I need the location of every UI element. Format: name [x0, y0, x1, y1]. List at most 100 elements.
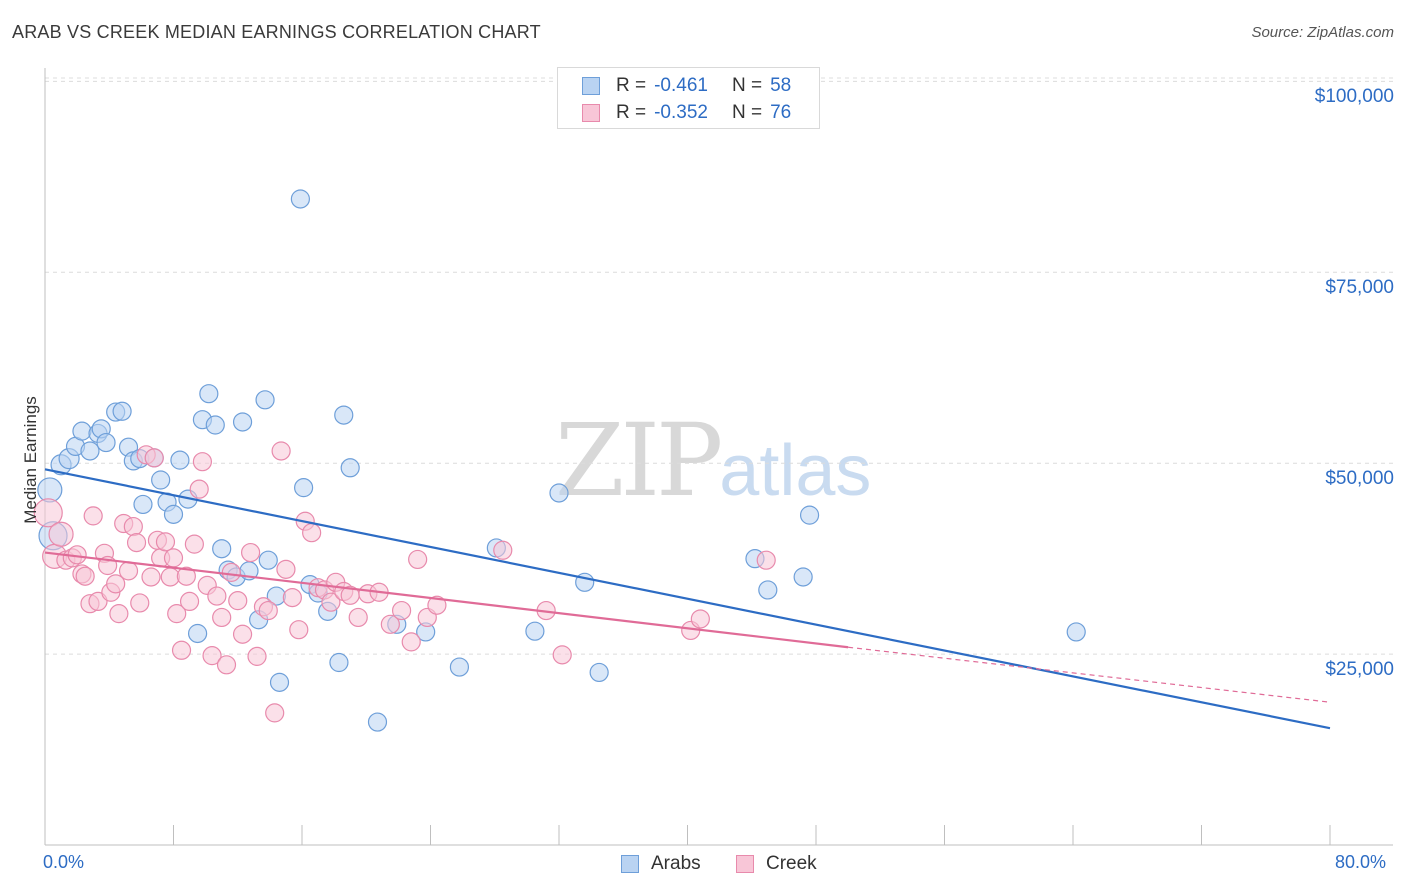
creek-point — [184, 534, 204, 554]
creek-point — [221, 562, 241, 582]
watermark-atlas: atlas — [719, 431, 872, 511]
legend-item-arabs: Arabs — [621, 852, 701, 876]
creek-trend-extension — [848, 646, 1331, 703]
creek-point — [123, 516, 143, 537]
stats-legend: R = -0.461 N = 58 R = -0.352 N = 76 — [557, 67, 820, 129]
creek-point — [241, 542, 261, 563]
creek-point — [401, 632, 421, 652]
creek-point — [126, 533, 147, 553]
creek-swatch — [582, 104, 600, 122]
creek-point — [83, 506, 103, 526]
creek-point — [216, 655, 237, 675]
arabs-point — [112, 401, 132, 421]
creek-point — [276, 559, 296, 579]
creek-point — [212, 607, 232, 628]
arabs-point — [449, 657, 470, 677]
arabs-point — [367, 712, 388, 732]
y-tick-label: $75,000 — [1325, 277, 1394, 298]
creek-legend-swatch — [736, 855, 754, 873]
y-tick-label: $50,000 — [1325, 468, 1394, 489]
creek-point — [167, 604, 187, 624]
creek-point — [118, 561, 139, 581]
creek-point — [302, 523, 322, 543]
stats-legend-row-creek: R = -0.352 N = 76 — [582, 101, 791, 125]
creek-point — [247, 646, 267, 666]
creek-point — [258, 600, 278, 621]
y-tick-label: $25,000 — [1325, 659, 1394, 680]
creek-point — [202, 646, 222, 666]
creek-point — [155, 532, 176, 552]
arabs-point — [255, 390, 275, 410]
creek-point — [179, 591, 200, 612]
arabs-point — [290, 189, 310, 209]
arabs-point — [163, 504, 184, 524]
arabs-trend-line — [44, 468, 1331, 730]
arabs-point — [170, 450, 190, 470]
arabs-point — [793, 567, 813, 587]
r-label: R = — [616, 75, 647, 96]
creek-point — [493, 540, 513, 560]
arabs-point — [525, 621, 545, 641]
legend-label-creek: Creek — [766, 853, 817, 874]
creek-point — [289, 620, 309, 640]
y-tick-label: $100,000 — [1314, 86, 1394, 107]
creek-point — [33, 498, 63, 528]
stats-legend-row-arabs: R = -0.461 N = 58 — [582, 74, 791, 98]
y-axis-label: Median Earnings — [21, 396, 40, 524]
arabs-point — [549, 483, 569, 503]
arabs-point — [96, 432, 116, 453]
r-value: -0.352 — [654, 102, 708, 123]
arabs-swatch — [582, 77, 600, 95]
creek-point — [391, 600, 412, 621]
creek-point — [232, 624, 253, 644]
arabs-point — [187, 623, 208, 644]
creek-point — [552, 645, 572, 665]
creek-point — [690, 609, 710, 629]
n-value: 76 — [770, 102, 792, 123]
creek-point — [408, 549, 428, 570]
r-value: -0.461 — [654, 75, 708, 96]
creek-point — [176, 566, 196, 586]
arabs-point — [589, 662, 609, 683]
arabs-point — [205, 415, 225, 435]
creek-point — [130, 593, 150, 613]
arabs-point — [758, 580, 778, 600]
arabs-point — [133, 494, 153, 515]
creek-point — [271, 441, 291, 461]
creek-point — [141, 567, 161, 587]
source-credit: Source: ZipAtlas.com — [1251, 24, 1394, 41]
arabs-point — [232, 412, 253, 432]
arabs-point — [258, 550, 278, 570]
arabs-point — [799, 505, 820, 525]
arabs-point — [80, 441, 100, 461]
creek-trend-line — [44, 551, 849, 649]
arabs-point — [329, 652, 349, 673]
arabs-point — [334, 405, 354, 425]
creek-point — [321, 592, 341, 612]
chart-title: ARAB VS CREEK MEDIAN EARNINGS CORRELATIO… — [12, 22, 541, 42]
arabs-legend-swatch — [621, 855, 639, 873]
creek-point — [756, 550, 776, 570]
creek-point — [109, 604, 129, 624]
watermark: ZIPatlas — [555, 402, 871, 519]
creek-point — [75, 566, 95, 586]
n-label: N = — [731, 75, 763, 96]
creek-point — [380, 614, 400, 634]
arabs-point — [212, 539, 232, 559]
creek-point — [207, 586, 227, 606]
legend-label-arabs: Arabs — [651, 853, 701, 874]
legend-item-creek: Creek — [736, 852, 817, 876]
arabs-point — [269, 672, 290, 692]
creek-point — [106, 574, 126, 594]
watermark-zip: ZIP — [555, 402, 723, 519]
arabs-point — [1066, 622, 1086, 642]
arabs-point — [199, 384, 219, 404]
creek-point — [189, 479, 209, 499]
r-label: R = — [616, 102, 647, 123]
creek-point — [228, 591, 248, 611]
creek-point — [171, 640, 192, 660]
arabs-point — [72, 421, 92, 441]
creek-point — [160, 567, 180, 587]
arabs-point — [340, 458, 360, 478]
